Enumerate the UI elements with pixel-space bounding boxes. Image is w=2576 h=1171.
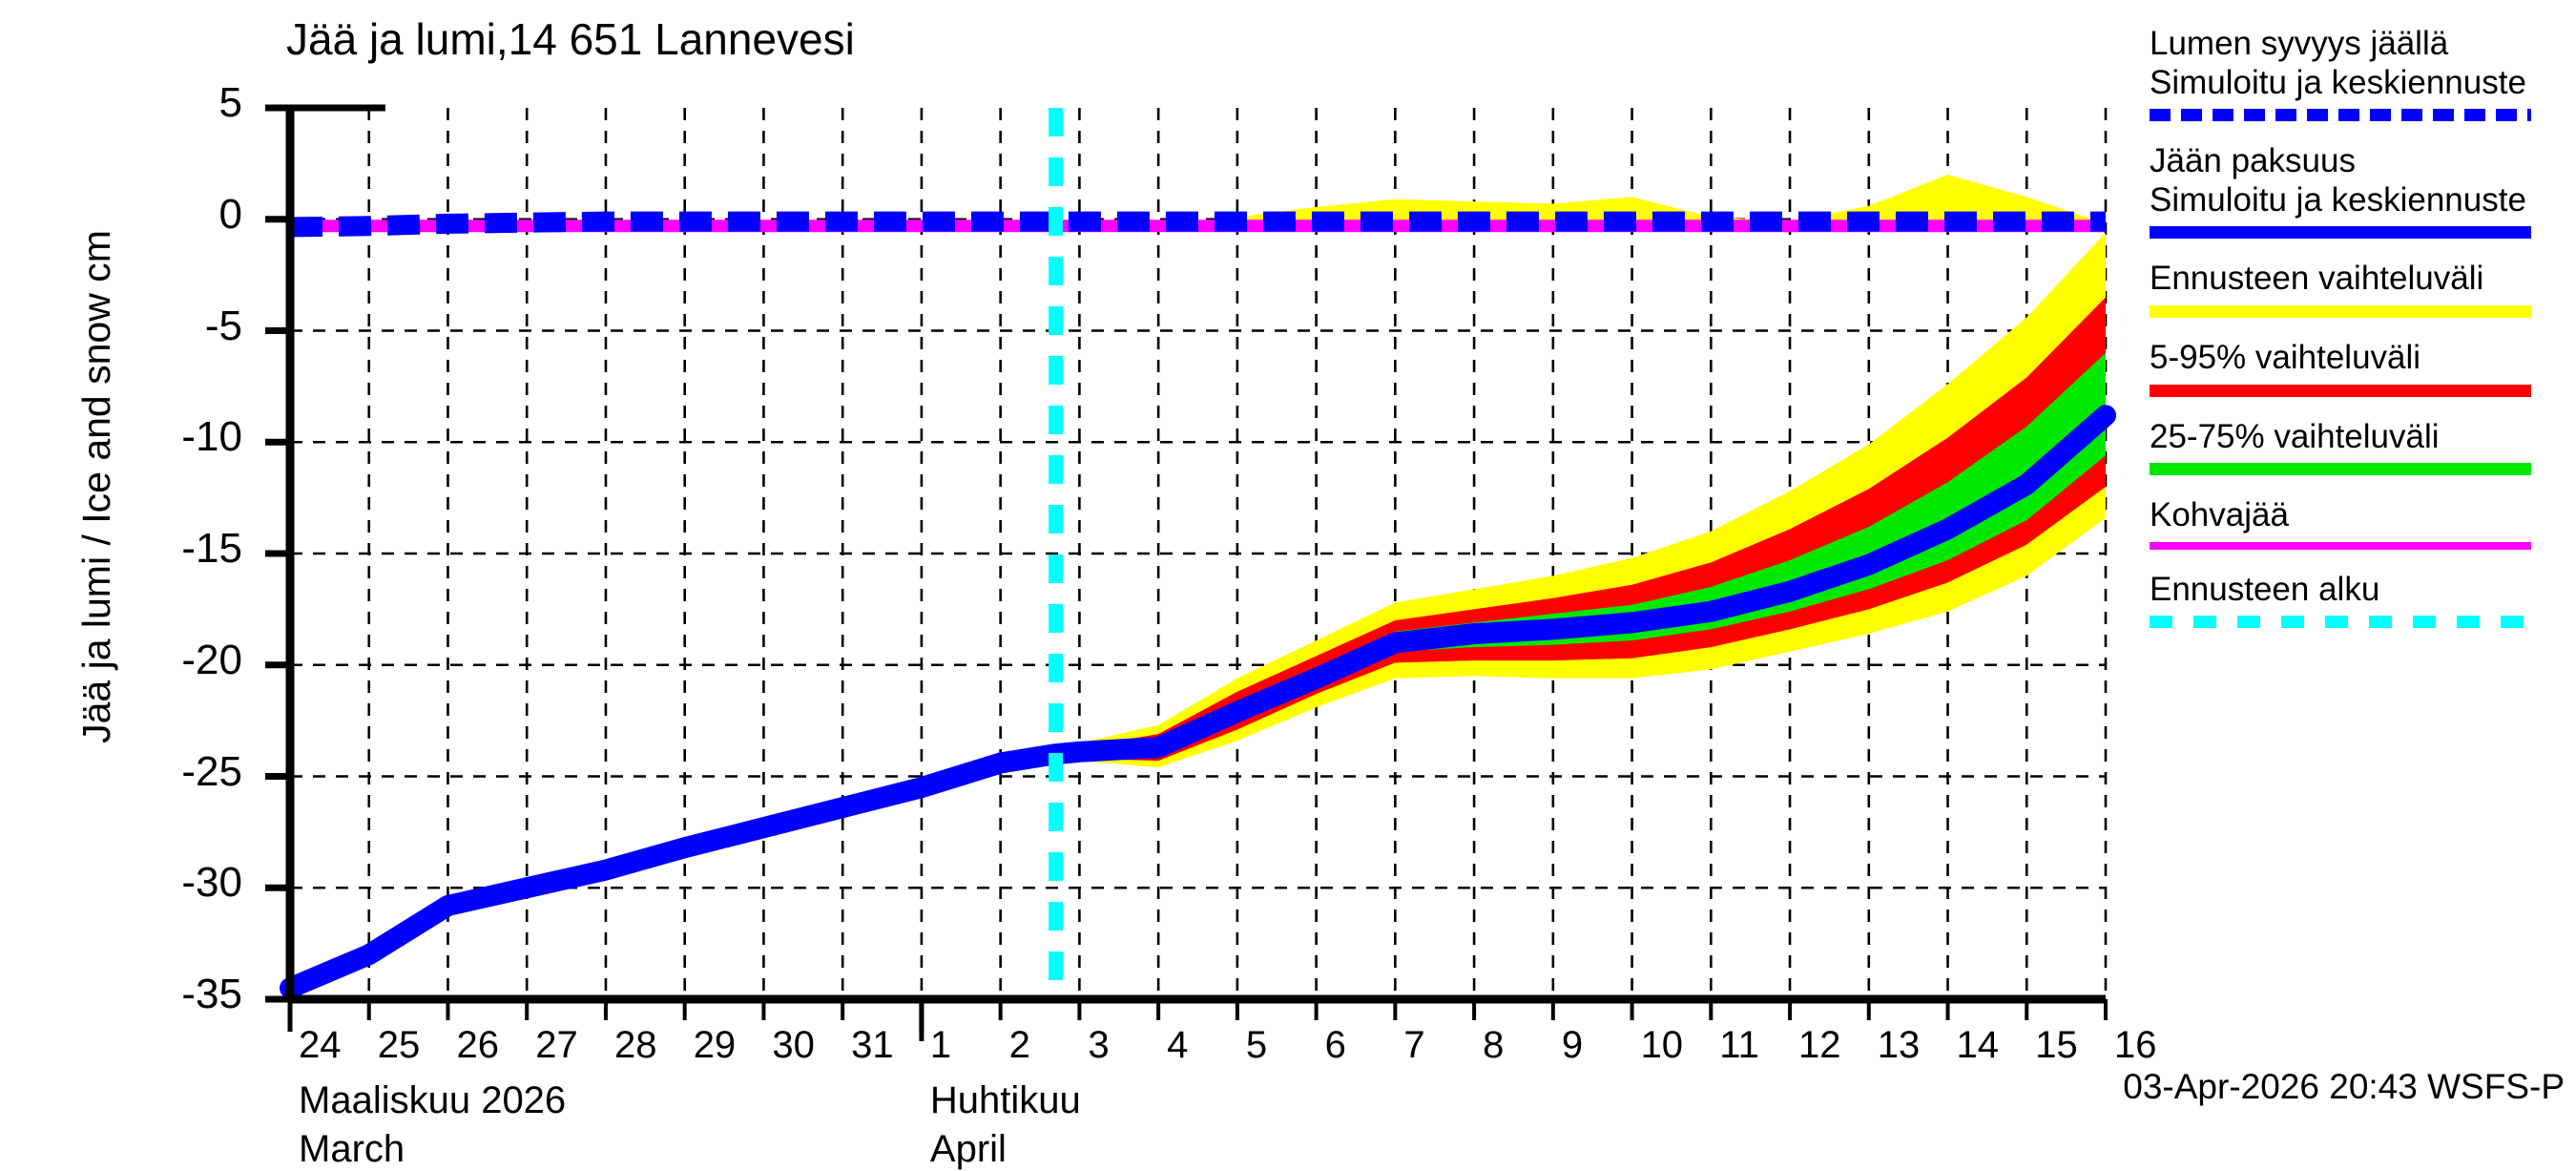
y-tick-label: 5 (218, 79, 242, 126)
legend-swatch-solid-blue (2150, 226, 2531, 240)
x-tick-label: 12 (1798, 1024, 1841, 1066)
band-ffff00 (1055, 232, 2106, 768)
legend-item: 5-95% vaihteluväli (2150, 339, 2569, 397)
legend-item: Jään paksuus Simuloitu ja keskiennuste (2150, 142, 2569, 240)
x-month-label-fi: Maaliskuu 2026 (299, 1079, 567, 1121)
chart-page: Jää ja lumi,14 651 Lannevesi Jää ja lumi… (74, 14, 2569, 1170)
chart-plot-area (265, 104, 2116, 1041)
legend-swatch-red (2150, 384, 2531, 397)
chart-legend: Lumen syvyys jäällä Simuloitu ja keskienn… (2150, 25, 2569, 649)
legend-item-title: Ennusteen vaihteluväli (2150, 260, 2484, 298)
x-tick-label: 8 (1483, 1024, 1505, 1066)
x-tick-label: 13 (1877, 1024, 1921, 1066)
legend-swatch-dash-blue (2150, 109, 2531, 122)
x-tick-label: 29 (693, 1024, 737, 1066)
x-tick-label: 31 (851, 1024, 894, 1066)
legend-swatch-dash-cyan (2150, 616, 2531, 629)
legend-item-title: 5-95% vaihteluväli (2150, 338, 2421, 376)
x-tick-label: 28 (613, 1024, 657, 1066)
x-month-label-en: March (299, 1128, 405, 1170)
legend-item: Kohvajää (2150, 496, 2569, 550)
legend-item: Lumen syvyys jäällä Simuloitu ja keskienn… (2150, 25, 2569, 122)
y-tick-label: -20 (181, 636, 242, 683)
y-tick-label: -15 (181, 525, 242, 572)
x-tick-label: 27 (535, 1024, 578, 1066)
legend-item-subtitle: Simuloitu ja keskiennuste (2150, 180, 2526, 219)
x-tick-label: 14 (1956, 1024, 2000, 1066)
y-tick-label: -25 (181, 747, 242, 795)
legend-swatch-yellow (2150, 304, 2531, 318)
x-tick-label: 30 (772, 1024, 815, 1066)
page-title: Jää ja lumi,14 651 Lannevesi (286, 14, 855, 64)
legend-item-title: Kohvajää (2150, 496, 2289, 534)
series-ice-thickness (280, 405, 2116, 999)
x-tick-label: 9 (1561, 1024, 1584, 1066)
x-tick-label: 1 (929, 1024, 952, 1066)
y-tick-label: -5 (204, 302, 242, 349)
x-tick-label: 3 (1088, 1024, 1110, 1066)
footer-timestamp: 03-Apr-2026 20:43 WSFS-P (2123, 1067, 2565, 1106)
data-series (280, 211, 2116, 999)
x-month-group: Huhtikuu April (930, 1079, 1081, 1171)
legend-item-title: Jään paksuus (2150, 142, 2356, 180)
x-tick-label: 5 (1245, 1024, 1268, 1066)
x-month-group: Maaliskuu 2026 March (299, 1079, 566, 1171)
x-tick-label: 2 (1008, 1024, 1030, 1066)
x-month-label-en: April (929, 1128, 1007, 1170)
x-tick-label: 11 (1719, 1024, 1759, 1066)
y-tick-label: -30 (181, 859, 242, 907)
legend-item: Ennusteen vaihteluväli (2150, 260, 2569, 318)
x-month-label-fi: Huhtikuu (929, 1079, 1081, 1121)
legend-item-title: Ennusteen alku (2150, 570, 2380, 608)
legend-swatch-magenta (2150, 541, 2531, 550)
y-tick-label: -35 (181, 971, 242, 1017)
series-snow-depth (289, 211, 2106, 238)
legend-item-title: Lumen syvyys jäällä (2150, 25, 2449, 62)
legend-item-subtitle: Simuloitu ja keskiennuste (2150, 63, 2526, 101)
x-tick-label: 7 (1403, 1024, 1425, 1066)
legend-item-title: 25-75% vaihteluväli (2150, 417, 2440, 455)
y-tick-label: -10 (181, 413, 242, 461)
legend-item: 25-75% vaihteluväli (2150, 418, 2569, 476)
x-tick-label: 6 (1324, 1024, 1346, 1066)
x-tick-label: 16 (2114, 1024, 2157, 1066)
legend-item: Ennusteen alku (2150, 571, 2569, 629)
x-tick-label: 15 (2035, 1024, 2078, 1066)
x-tick-label: 25 (377, 1024, 421, 1066)
axis-frame (265, 104, 2108, 1041)
x-tick-label: 10 (1640, 1024, 1684, 1066)
x-tick-label: 24 (299, 1024, 342, 1066)
y-tick-label: 0 (218, 190, 242, 238)
x-tick-label: 26 (456, 1024, 499, 1066)
legend-swatch-green (2150, 463, 2531, 476)
x-tick-label: 4 (1167, 1024, 1189, 1066)
